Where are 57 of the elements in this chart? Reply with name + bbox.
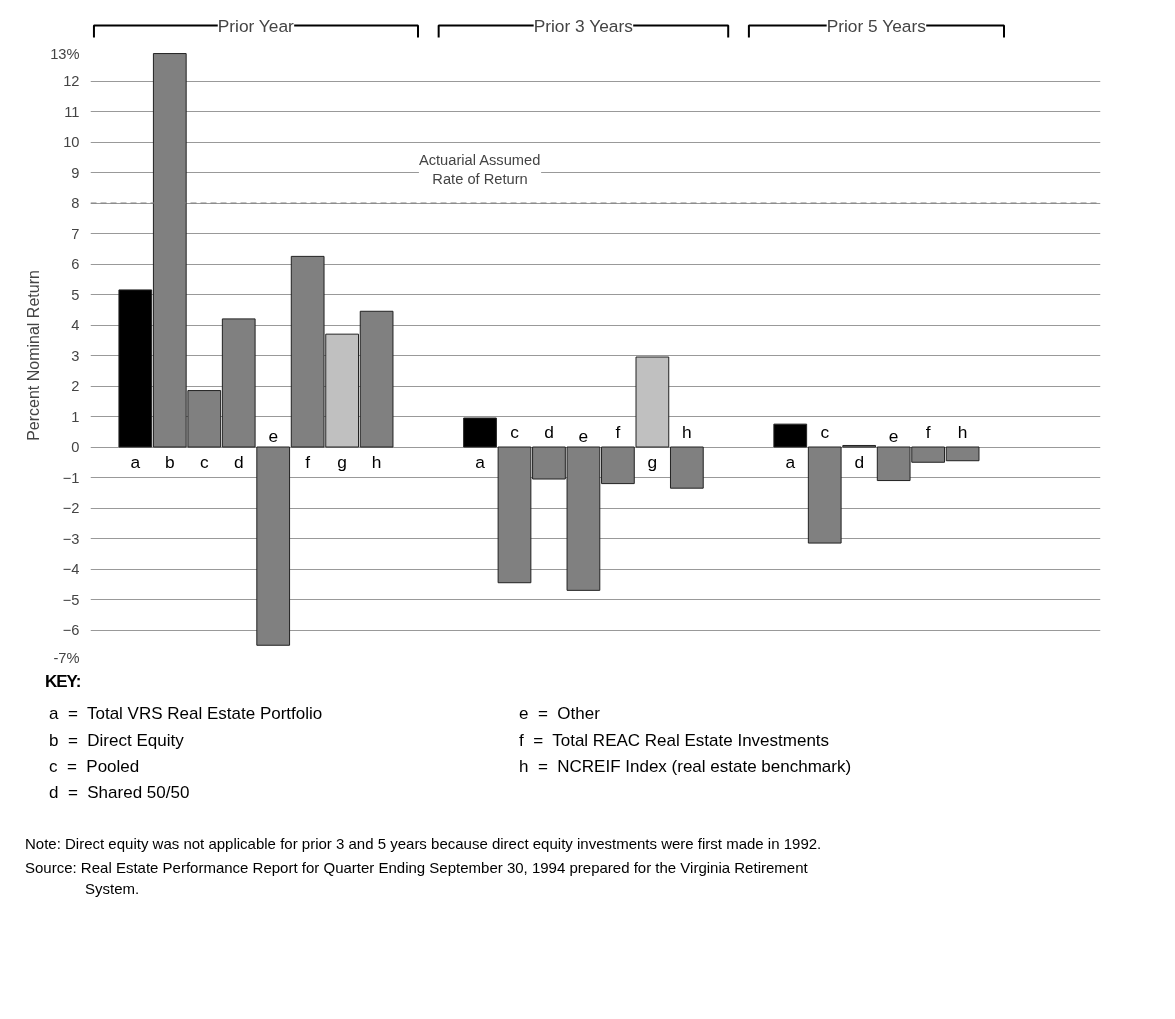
- x-tick-label: d: [544, 422, 554, 443]
- x-tick-label: c: [199, 451, 209, 472]
- x-tick-label: g: [647, 451, 658, 472]
- y-tick-label: 4: [71, 317, 80, 333]
- y-tick-label: 13%: [50, 45, 80, 62]
- x-tick-label: c: [820, 422, 830, 443]
- y-tick-label: 2: [71, 378, 80, 394]
- x-tick-label: f: [925, 422, 931, 443]
- y-tick-label: −2: [62, 500, 80, 516]
- y-tick-label: −3: [62, 530, 80, 547]
- x-tick-label: f: [615, 422, 621, 443]
- x-tick-label: h: [371, 451, 382, 472]
- y-tick-label: −1: [62, 469, 80, 486]
- text: a = Total VRS Real Estate Portfolio: [49, 703, 324, 726]
- y-tick-label: 1: [71, 408, 80, 425]
- y-tick-label: 0: [71, 439, 80, 455]
- x-tick-label: h: [957, 422, 968, 443]
- y-tick-label: 3: [71, 347, 80, 364]
- y-tick-label: -7%: [53, 649, 80, 666]
- y-tick-label: 5: [71, 286, 80, 303]
- ref-line-label: Actuarial Assumed Rate of Return: [418, 151, 541, 188]
- x-tick-label: h: [682, 422, 692, 443]
- x-tick-label: a: [130, 451, 141, 472]
- source-note: Source: Real Estate Performance Report for Quarter Ending September 30, 1994 prepared for the Virginia Retirement System.: [25, 857, 809, 900]
- text: e = Other: [519, 703, 601, 726]
- x-tick-label: e: [888, 426, 899, 447]
- text: Note: Direct equity was not applicable for prior 3 and 5 years because direct equity investments were first made in 1992.: [25, 834, 823, 855]
- text: Prior 3 Years: [533, 15, 634, 36]
- text: c = Pooled: [49, 755, 141, 778]
- y-tick-label: 7: [71, 225, 80, 242]
- y-tick-label: 10: [63, 134, 80, 150]
- y-tick-label: 12: [63, 73, 80, 89]
- y-tick-label: −6: [62, 622, 80, 638]
- y-tick-label: 6: [71, 256, 80, 272]
- x-tick-label: c: [510, 422, 520, 443]
- y-tick-label: 8: [71, 195, 80, 211]
- x-tick-label: d: [233, 451, 244, 472]
- y-tick-label: 9: [71, 164, 80, 181]
- text: b = Direct Equity: [49, 729, 185, 752]
- text: f = Total REAC Real Estate Investments: [519, 729, 831, 752]
- y-axis-title: Percent Nominal Return: [25, 270, 43, 441]
- x-tick-label: g: [337, 451, 347, 472]
- text: d = Shared 50/50: [49, 782, 191, 805]
- y-tick-label: 11: [64, 103, 80, 120]
- y-tick-label: −4: [62, 561, 80, 577]
- x-tick-label: d: [854, 451, 865, 472]
- x-tick-label: e: [268, 426, 279, 447]
- x-tick-label: f: [305, 451, 311, 472]
- text: h = NCREIF Index (real estate benchmark): [519, 755, 852, 778]
- x-tick-label: b: [164, 451, 175, 472]
- text: KEY:: [45, 671, 82, 693]
- x-tick-label: a: [785, 451, 796, 472]
- x-tick-label: a: [475, 451, 486, 472]
- text: Prior 5 Years: [826, 15, 927, 36]
- x-tick-label: e: [578, 426, 589, 447]
- text: Prior Year: [217, 15, 295, 36]
- y-tick-label: −5: [62, 591, 80, 608]
